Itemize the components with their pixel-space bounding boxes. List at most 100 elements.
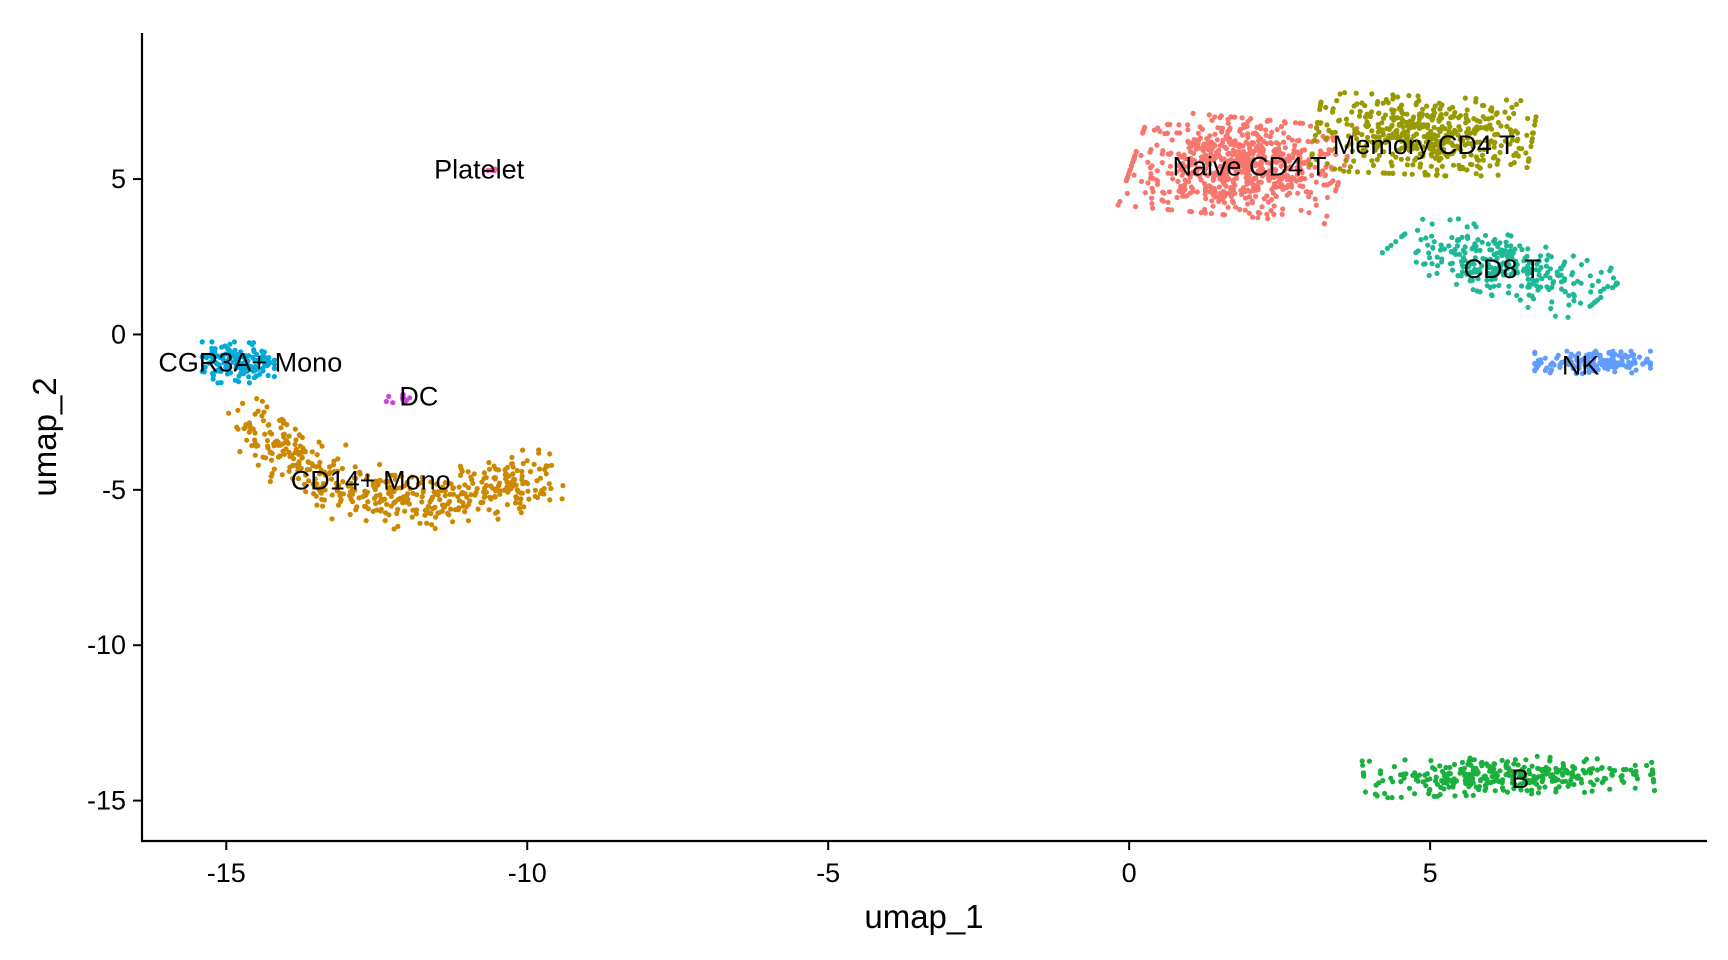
data-point	[1259, 204, 1265, 210]
data-point	[1426, 250, 1432, 256]
data-point	[1489, 126, 1495, 132]
data-point	[1431, 793, 1437, 800]
data-point	[1429, 221, 1435, 227]
data-point	[232, 377, 238, 383]
data-point	[1446, 784, 1452, 790]
data-point	[1544, 257, 1550, 263]
data-point	[1447, 261, 1453, 267]
data-point	[299, 454, 305, 461]
data-point	[1509, 137, 1515, 143]
data-point	[1409, 171, 1415, 177]
data-point	[1187, 149, 1194, 155]
data-point	[1380, 170, 1386, 176]
data-point	[1473, 224, 1479, 230]
data-point	[1384, 245, 1390, 251]
data-point	[1492, 761, 1498, 767]
data-point	[226, 410, 232, 416]
data-point	[1475, 770, 1481, 776]
data-point	[378, 508, 384, 514]
data-point	[1525, 268, 1532, 275]
data-point	[333, 480, 339, 486]
data-point	[1228, 114, 1234, 120]
data-point	[1504, 789, 1511, 795]
data-point	[1589, 788, 1595, 794]
data-point	[1398, 145, 1405, 151]
data-point	[1255, 215, 1261, 221]
data-point	[1475, 237, 1481, 243]
data-point	[382, 479, 389, 485]
data-point	[1577, 358, 1583, 365]
data-point	[1382, 790, 1388, 797]
data-point	[1320, 168, 1326, 174]
data-point	[1273, 167, 1279, 173]
data-point	[1431, 239, 1437, 245]
data-point	[401, 395, 407, 401]
data-point	[1357, 108, 1363, 115]
data-point	[1249, 198, 1255, 204]
data-point	[1385, 795, 1391, 801]
data-point	[328, 476, 335, 482]
data-point	[1300, 120, 1306, 126]
data-point	[1467, 755, 1473, 761]
data-point	[372, 486, 378, 493]
data-point	[435, 510, 441, 516]
data-point	[1534, 753, 1540, 759]
data-point	[356, 495, 362, 501]
data-point	[1299, 160, 1305, 166]
data-point	[320, 503, 326, 509]
data-point	[1489, 277, 1495, 283]
data-point	[1390, 170, 1396, 176]
data-point	[1532, 360, 1538, 366]
data-point	[1416, 125, 1422, 131]
data-point	[518, 509, 524, 516]
data-point	[1365, 134, 1371, 141]
data-point	[286, 449, 292, 455]
data-point	[1290, 155, 1296, 161]
data-point	[1644, 356, 1650, 362]
data-point	[1374, 157, 1380, 163]
data-point	[1337, 91, 1343, 97]
data-point	[1239, 191, 1245, 197]
cluster-label-nk: NK	[1562, 351, 1600, 381]
data-point	[269, 450, 275, 456]
data-point	[238, 370, 244, 376]
data-point	[1543, 263, 1549, 269]
data-point	[1558, 286, 1565, 292]
data-point	[1449, 150, 1455, 156]
data-point	[1286, 135, 1292, 141]
data-point	[1246, 172, 1252, 178]
data-point	[1381, 149, 1387, 155]
data-point	[1198, 158, 1204, 164]
data-point	[1154, 181, 1161, 187]
data-point	[1428, 128, 1434, 135]
data-point	[1164, 121, 1171, 128]
data-point	[468, 492, 474, 498]
data-point	[1341, 162, 1347, 168]
data-point	[458, 466, 464, 472]
data-point	[280, 448, 286, 454]
data-point	[295, 476, 302, 482]
data-point	[1228, 157, 1234, 163]
data-point	[252, 437, 258, 443]
data-point	[1343, 157, 1349, 164]
data-point	[1347, 164, 1354, 170]
data-point	[1251, 185, 1257, 191]
data-point	[1404, 162, 1410, 168]
data-point	[1281, 160, 1288, 167]
data-point	[1318, 99, 1324, 105]
data-point	[1489, 292, 1495, 298]
data-point	[1429, 153, 1435, 159]
data-point	[1465, 761, 1471, 767]
data-point	[1209, 198, 1215, 204]
data-point	[1314, 120, 1321, 126]
data-point	[1528, 143, 1534, 150]
data-point	[1598, 269, 1604, 275]
data-point	[1140, 130, 1146, 136]
data-point	[1473, 243, 1479, 249]
data-point	[1564, 768, 1570, 774]
data-point	[1529, 293, 1535, 299]
data-point	[1517, 781, 1524, 787]
data-point	[1325, 151, 1331, 157]
data-point	[1203, 166, 1209, 172]
data-point	[1281, 168, 1287, 174]
